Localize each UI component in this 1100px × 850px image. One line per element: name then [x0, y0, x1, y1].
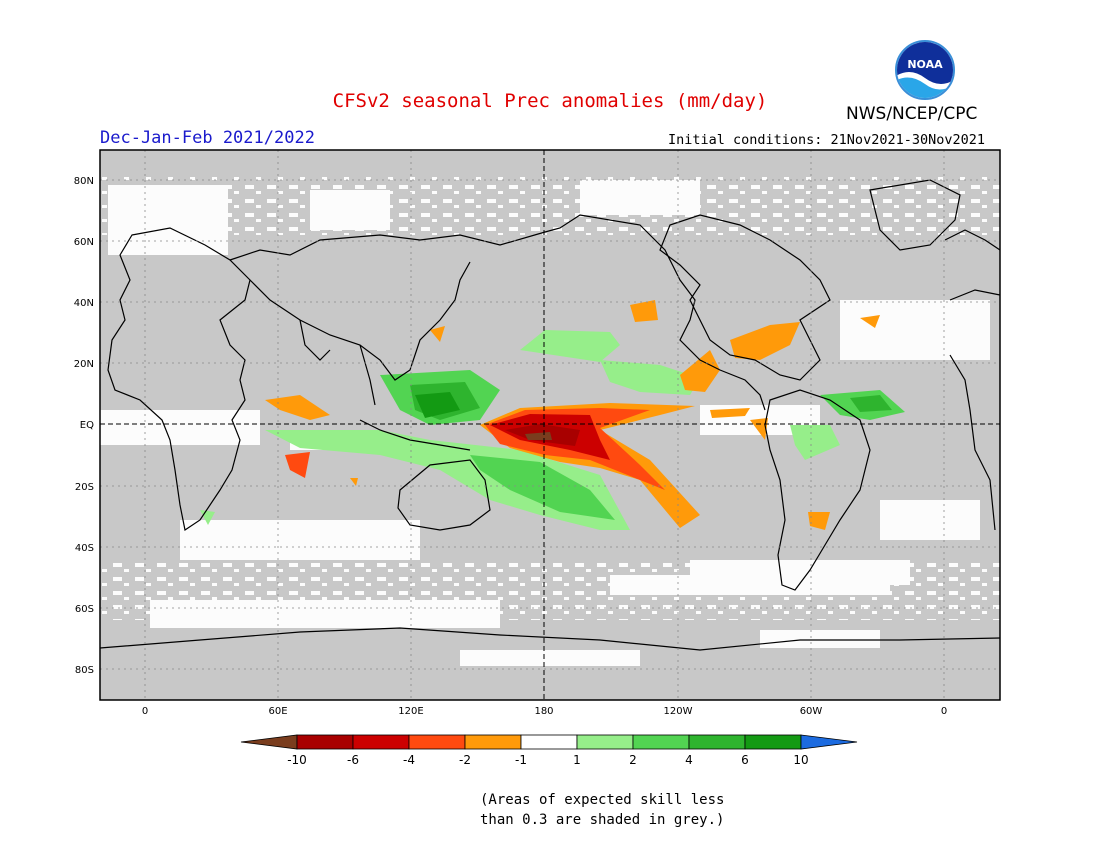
positive-anomalies	[200, 330, 905, 530]
lat-label: 40N	[74, 298, 94, 309]
lon-label: 120E	[398, 706, 423, 717]
lat-label: 80N	[74, 176, 94, 187]
lon-label: 180	[534, 706, 553, 717]
colorbar-label: -1	[515, 753, 527, 767]
anomaly-map: 80N 60N 40N 20N EQ 20S 40S 60S 80S 0 60E…	[74, 149, 1001, 717]
graticule	[100, 150, 1000, 700]
colorbar-label: -6	[347, 753, 359, 767]
lat-label: 60N	[74, 237, 94, 248]
colorbar-label: -2	[459, 753, 471, 767]
agency-label: NWS/NCEP/CPC	[846, 104, 978, 124]
initial-conditions-label: Initial conditions: 21Nov2021-30Nov2021	[668, 132, 985, 148]
lon-label: 0	[142, 706, 148, 717]
coastlines	[99, 179, 1001, 651]
colorbar-swatch	[296, 734, 354, 750]
noaa-logo: NOAA	[895, 40, 955, 100]
lat-label: 80S	[75, 665, 94, 676]
colorbar-label: -4	[403, 753, 415, 767]
lon-label: 60W	[800, 706, 823, 717]
colorbar-label: 2	[629, 753, 637, 767]
skill-note-line2: than 0.3 are shaded in grey.)	[480, 812, 725, 828]
lat-label: 20N	[74, 359, 94, 370]
map-frame	[99, 149, 1001, 701]
colorbar: -10 -6 -4 -2 -1 1 2 4 6 10	[240, 734, 858, 767]
colorbar-label: 4	[685, 753, 693, 767]
colorbar-label: 10	[793, 753, 808, 767]
lon-label: 120W	[664, 706, 693, 717]
colorbar-swatch	[408, 734, 466, 750]
season-label: Dec-Jan-Feb 2021/2022	[100, 128, 315, 148]
colorbar-labels: -10 -6 -4 -2 -1 1 2 4 6 10	[287, 753, 808, 767]
negative-anomalies	[265, 300, 880, 530]
lat-label: 60S	[75, 604, 94, 615]
skill-note-line1: (Areas of expected skill less	[480, 792, 725, 808]
colorbar-label: 1	[573, 753, 581, 767]
colorbar-label: -10	[287, 753, 307, 767]
colorbar-swatch	[576, 734, 634, 750]
lat-label: EQ	[80, 420, 94, 431]
lon-labels: 0 60E 120E 180 120W 60W 0	[142, 706, 947, 717]
colorbar-swatch	[352, 734, 410, 750]
chart-title: CFSv2 seasonal Prec anomalies (mm/day)	[332, 90, 768, 112]
colorbar-swatches	[240, 734, 858, 750]
colorbar-swatch	[744, 734, 802, 750]
lat-label: 20S	[75, 482, 94, 493]
colorbar-swatch	[520, 734, 578, 750]
noaa-logo-text: NOAA	[907, 58, 943, 71]
colorbar-swatch	[464, 734, 522, 750]
lon-label: 60E	[268, 706, 287, 717]
lon-label: 0	[941, 706, 947, 717]
equator-dateline	[100, 150, 1000, 700]
colorbar-swatch	[688, 734, 746, 750]
colorbar-swatch	[632, 734, 690, 750]
colorbar-arrow-low	[240, 734, 298, 750]
lat-labels: 80N 60N 40N 20N EQ 20S 40S 60S 80S	[74, 176, 94, 676]
lat-label: 40S	[75, 543, 94, 554]
colorbar-arrow-high	[800, 734, 858, 750]
colorbar-label: 6	[741, 753, 749, 767]
